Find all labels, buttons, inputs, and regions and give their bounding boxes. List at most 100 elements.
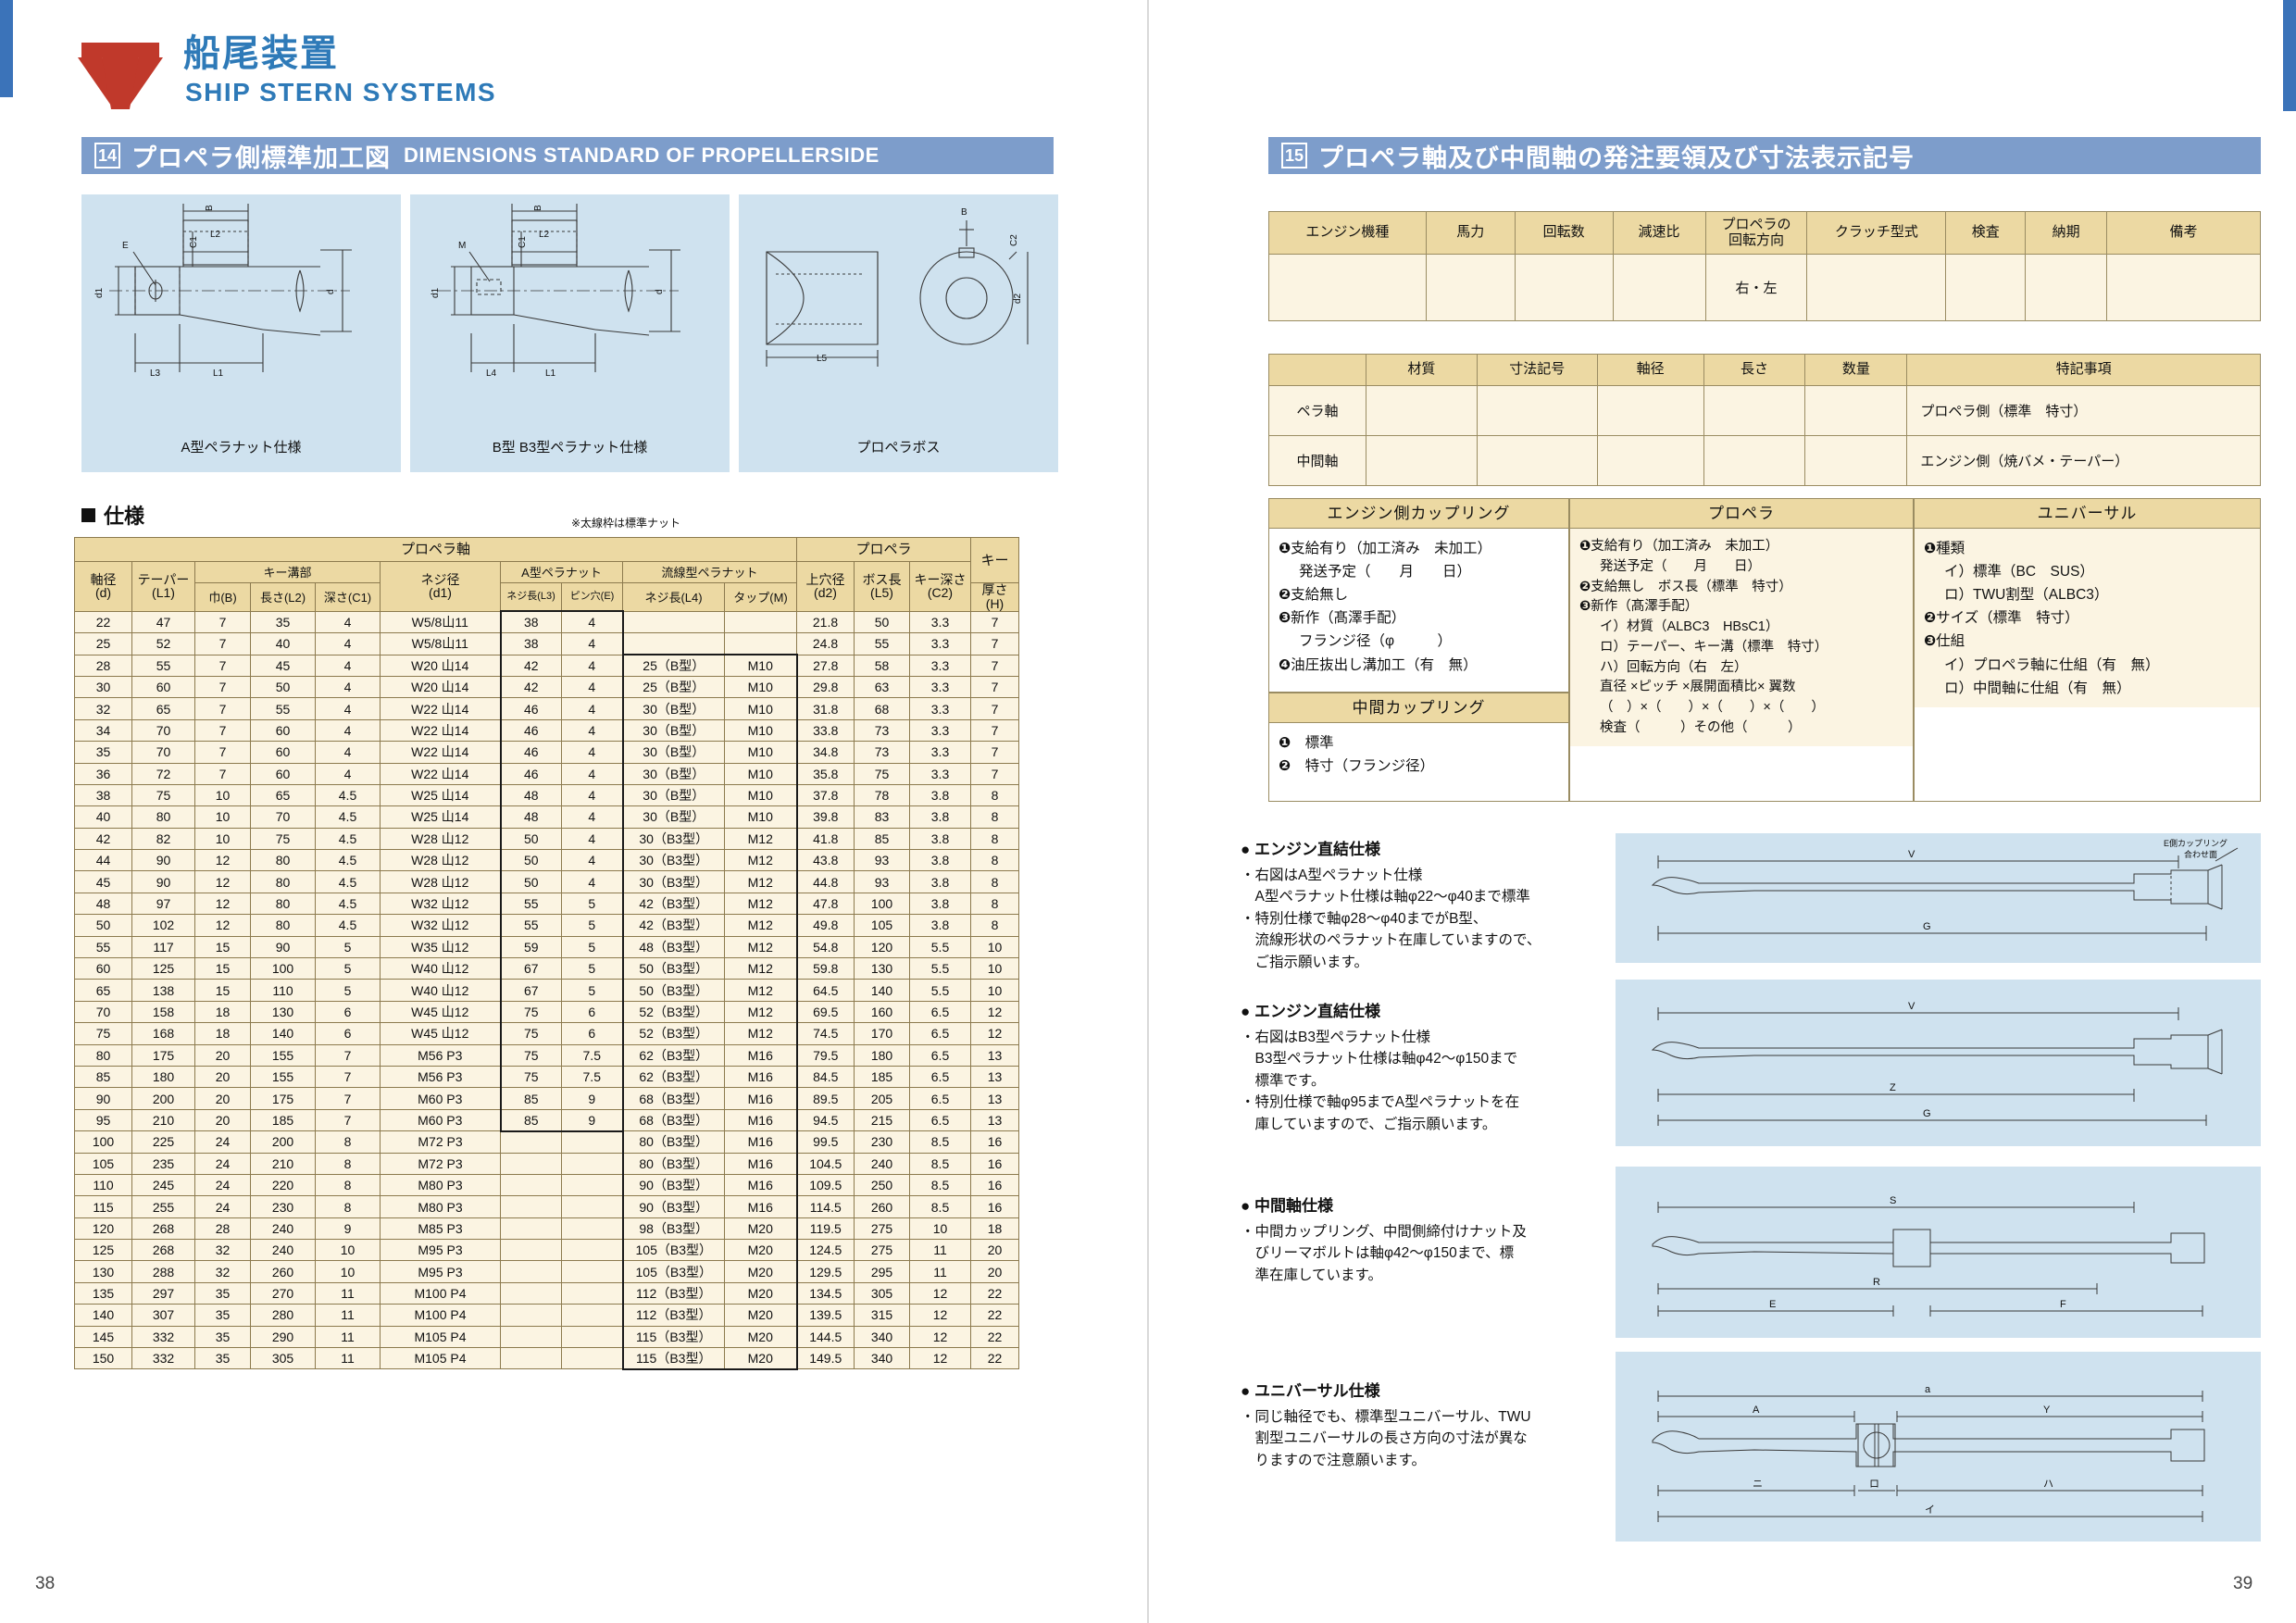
spec-cell: M20 bbox=[724, 1325, 798, 1349]
svg-text:S: S bbox=[1890, 1195, 1896, 1206]
checkbox-propeller-body[interactable]: ❶支給有り（加工済み 未加工） 発送予定（ 月 日） ❷支給無し ボス長（標準 特寸… bbox=[1570, 529, 1913, 746]
spec-cell: 288 bbox=[131, 1260, 195, 1283]
spec-cell: 4 bbox=[315, 718, 381, 743]
checkbox-option-line[interactable]: ❷サイズ（標準 特寸） bbox=[1924, 606, 2251, 630]
spec-cell: 15 bbox=[194, 957, 251, 980]
order2-input-cell[interactable] bbox=[1365, 385, 1478, 436]
spec-cell: 80 bbox=[250, 849, 316, 872]
checkbox-option-line[interactable]: イ）標準（BC SUS） bbox=[1924, 560, 2251, 583]
order2-input-cell[interactable] bbox=[1804, 435, 1908, 486]
checkbox-option-line[interactable]: イ）プロペラ軸に仕組（有 無） bbox=[1924, 654, 2251, 677]
checkbox-engine-coupling-body[interactable]: ❶支給有り（加工済み 未加工） 発送予定（ 月 日） ❷支給無し ❸新作（髙澤手配）フ… bbox=[1269, 529, 1568, 684]
checkbox-option-line[interactable]: 発送予定（ 月 日） bbox=[1279, 560, 1559, 583]
spec-cell: 5.5 bbox=[909, 957, 971, 980]
spec-cell: 32 bbox=[74, 697, 132, 720]
checkbox-option-line[interactable]: ❷ 特寸（フランジ径） bbox=[1279, 755, 1559, 778]
order-input-cell[interactable] bbox=[1806, 254, 1947, 321]
checkbox-option-line[interactable]: ロ）TWU割型（ALBC3） bbox=[1924, 583, 2251, 606]
checkbox-engine-coupling[interactable]: エンジン側カップリング ❶支給有り（加工済み 未加工） 発送予定（ 月 日） ❷支給… bbox=[1268, 498, 1569, 693]
checkbox-propeller[interactable]: プロペラ ❶支給有り（加工済み 未加工） 発送予定（ 月 日） ❷支給無し ボス長（… bbox=[1569, 498, 1914, 802]
order2-input-cell[interactable] bbox=[1703, 435, 1806, 486]
checkbox-option-label: イ）標準（BC SUS） bbox=[1944, 564, 2094, 581]
checkbox-universal-body[interactable]: ❶種類イ）標準（BC SUS） ロ）TWU割型（ALBC3） ❷サイズ（標準 特寸）… bbox=[1915, 529, 2260, 707]
order2-input-cell[interactable] bbox=[1476, 385, 1598, 436]
checkbox-option-line[interactable]: ❹油圧抜出し溝加工（有 無） bbox=[1279, 654, 1559, 677]
spec-cell: 5 bbox=[315, 957, 381, 980]
spec-cell: 70 bbox=[131, 741, 195, 764]
checkbox-option-line[interactable]: ロ）テーパー、キー溝（標準 特寸） bbox=[1579, 638, 1903, 658]
checkbox-option-line[interactable]: ❸新作（髙澤手配） bbox=[1579, 597, 1903, 618]
spec-cell: 140 bbox=[250, 1022, 316, 1045]
checkbox-mid-coupling-body[interactable]: ❶ 標準 ❷ 特寸（フランジ径） bbox=[1269, 723, 1568, 786]
checkbox-option-label: 支給無し ボス長（標準 特寸） bbox=[1591, 579, 1792, 594]
spec-cell: 12 bbox=[909, 1281, 971, 1305]
order-input-cell[interactable] bbox=[2025, 254, 2108, 321]
order-table-input-row[interactable]: 右・左 bbox=[1268, 254, 2261, 321]
order-col-header: 馬力 bbox=[1425, 211, 1516, 255]
spec-cell: 4.5 bbox=[315, 783, 381, 807]
order-input-cell[interactable] bbox=[1945, 254, 2027, 321]
spec-cell: 69.5 bbox=[796, 1000, 855, 1024]
checkbox-universal[interactable]: ユニバーサル ❶種類 イ）標準（BC SUS） ロ）TWU割型（ALBC3） ❷サイズ… bbox=[1914, 498, 2261, 802]
order2-input-cell[interactable] bbox=[1365, 435, 1478, 486]
spec-cell: 47.8 bbox=[796, 892, 855, 916]
spec-cell: 62（B3型） bbox=[621, 1065, 725, 1089]
spec-cell: 5.5 bbox=[909, 935, 971, 959]
spec-cell: 125 bbox=[74, 1239, 132, 1262]
checkbox-option-line[interactable]: ❶ 標準 bbox=[1279, 731, 1559, 755]
spec-cell: 7 bbox=[970, 718, 1019, 743]
checkbox-option-line[interactable]: 発送予定（ 月 日） bbox=[1579, 557, 1903, 578]
order2-input-cell[interactable] bbox=[1596, 435, 1704, 486]
spec-cell: 73 bbox=[854, 718, 910, 743]
spec-cell: 30（B型） bbox=[621, 805, 725, 829]
spec-cell: 60 bbox=[131, 675, 195, 699]
checkbox-option-line[interactable]: ❶支給有り（加工済み 未加工） bbox=[1279, 537, 1559, 560]
spec-cell: 12 bbox=[970, 1000, 1019, 1024]
spec-cell: 36 bbox=[74, 762, 132, 785]
order-input-cell[interactable] bbox=[1514, 254, 1614, 321]
svg-text:E: E bbox=[1769, 1299, 1776, 1310]
spec-cell: 13 bbox=[970, 1043, 1019, 1067]
order-input-cell[interactable] bbox=[1612, 254, 1706, 321]
order-input-cell[interactable] bbox=[1268, 254, 1427, 321]
spec-cell: 4 bbox=[315, 610, 381, 634]
checkbox-option-line[interactable]: ❷支給無し bbox=[1279, 583, 1559, 606]
checkbox-option-line[interactable]: （ ）×（ ）×（ ）×（ ） bbox=[1579, 698, 1903, 718]
checkbox-option-line[interactable]: ❸仕組 bbox=[1924, 630, 2251, 653]
order2-input-cell[interactable] bbox=[1703, 385, 1806, 436]
order2-input-cell[interactable] bbox=[1476, 435, 1598, 486]
spec-cell: 72 bbox=[131, 762, 195, 785]
checkbox-option-line[interactable]: フランジ径（φ ） bbox=[1279, 630, 1559, 653]
spec-cell: 90 bbox=[131, 870, 195, 893]
spec-cell: 297 bbox=[131, 1281, 195, 1305]
checkbox-option-line[interactable]: 検査（ ）その他（ ） bbox=[1579, 718, 1903, 739]
spec-cell: M20 bbox=[724, 1217, 798, 1241]
order2-row[interactable]: 中間軸 エンジン側（焼バメ・テーパー） bbox=[1268, 435, 2261, 486]
checkbox-option-line[interactable]: ハ）回転方向（右 左） bbox=[1579, 658, 1903, 679]
spec-cell: M16 bbox=[724, 1195, 798, 1218]
checkbox-mid-coupling[interactable]: 中間カップリング ❶ 標準 ❷ 特寸（フランジ径） bbox=[1268, 693, 1569, 802]
order2-row[interactable]: ペラ軸 プロペラ側（標準 特寸） bbox=[1268, 385, 2261, 436]
checkbox-option-line[interactable]: ❶種類 bbox=[1924, 537, 2251, 560]
checkbox-option-line[interactable]: ❷支給無し ボス長（標準 特寸） bbox=[1579, 578, 1903, 598]
order2-input-cell[interactable] bbox=[1596, 385, 1704, 436]
order2-input-cell[interactable] bbox=[1804, 385, 1908, 436]
spec-cell: 280 bbox=[250, 1304, 316, 1327]
checkbox-option-line[interactable]: ロ）中間軸に仕組（有 無） bbox=[1924, 677, 2251, 700]
order2-col-header: 長さ bbox=[1703, 354, 1806, 386]
order-input-cell[interactable] bbox=[2106, 254, 2261, 321]
checkbox-option-line[interactable]: イ）材質（ALBC3 HBsC1） bbox=[1579, 618, 1903, 638]
checkbox-option-line[interactable]: ❶支給有り（加工済み 未加工） bbox=[1579, 537, 1903, 557]
spec-cell: 50（B3型） bbox=[621, 979, 725, 1002]
order-input-cell[interactable]: 右・左 bbox=[1704, 254, 1808, 321]
order-input-cell[interactable] bbox=[1425, 254, 1516, 321]
order-table-engine-info[interactable]: エンジン機種 馬力 回転数 減速比 プロペラの 回転方向 クラッチ型式 検査 納期 備考 右・左 bbox=[1268, 211, 2261, 321]
checkbox-option-line[interactable]: 直径 ×ピッチ ×展開面積比× 翼数 bbox=[1579, 678, 1903, 698]
checkbox-option-line[interactable]: ❸新作（髙澤手配） bbox=[1279, 606, 1559, 630]
svg-text:Y: Y bbox=[2043, 1405, 2051, 1416]
order-table-shaft-info[interactable]: 材質 寸法記号 軸径 長さ 数量 特記事項 ペラ軸 プロペラ側（標準 特寸） 中間軸 エンジン側（… bbox=[1268, 354, 2261, 486]
spec-cell: M16 bbox=[724, 1130, 798, 1154]
spec-cell: 83 bbox=[854, 805, 910, 829]
spec-cell: 20 bbox=[194, 1087, 251, 1110]
note-2-lines: ・中間カップリング、中間側締付けナット及 びリーマボルトは軸φ42〜φ150まで… bbox=[1241, 1221, 1611, 1287]
